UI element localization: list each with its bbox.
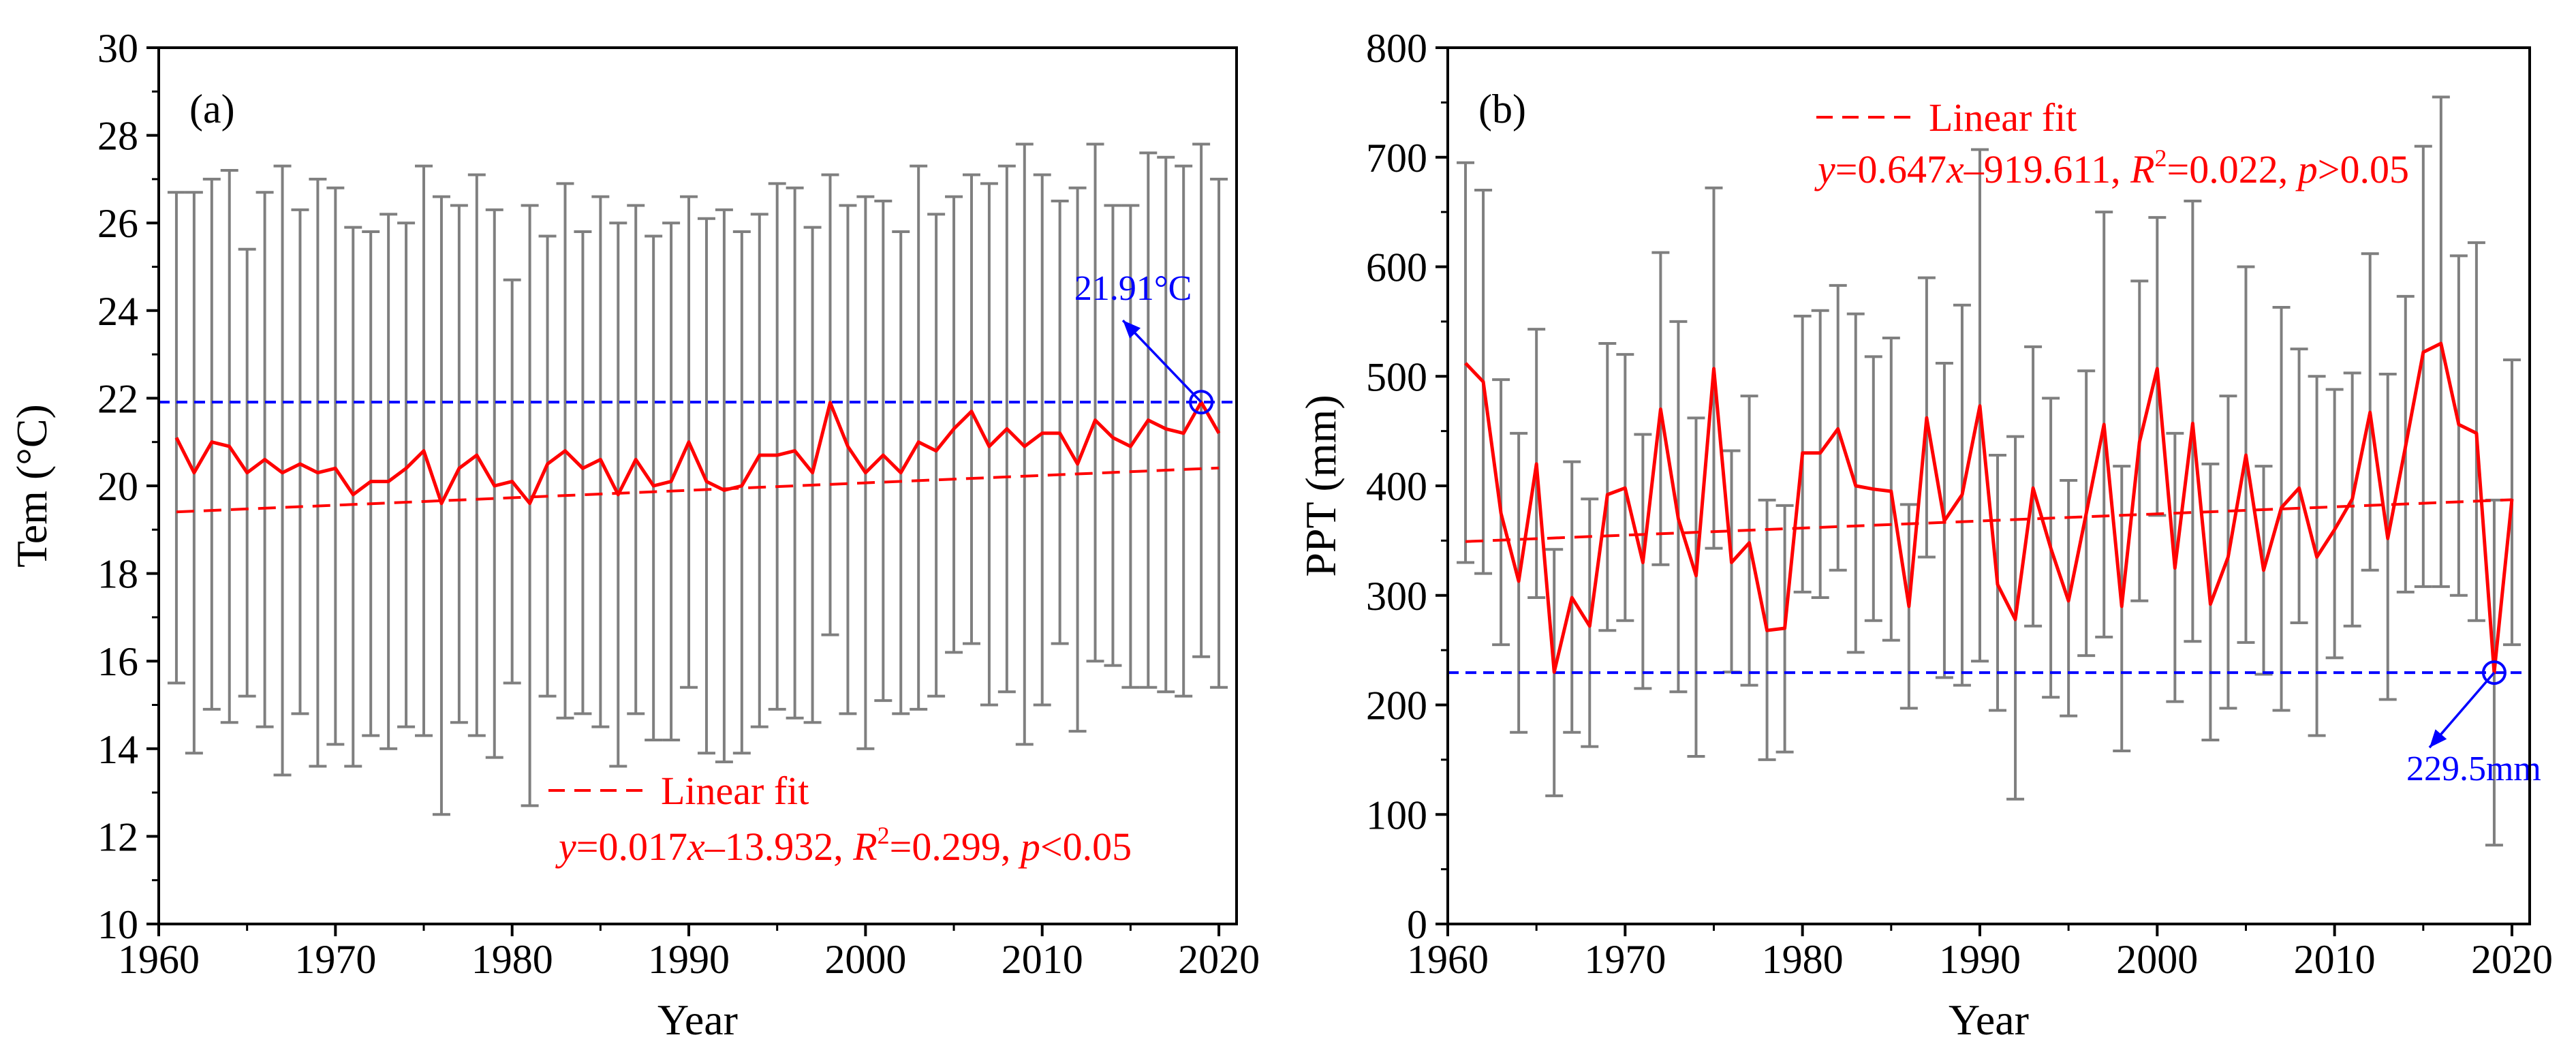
panel-label: (b) [1478, 87, 1526, 132]
x-tick-label: 1960 [118, 937, 200, 982]
y-tick-label: 24 [97, 289, 138, 334]
y-axis-title: Tem (°C) [7, 404, 56, 568]
x-tick-label: 2020 [2471, 937, 2553, 982]
y-tick-label: 14 [97, 727, 138, 772]
fit-equation: y=0.017x–13.932, R2=0.299, p<0.05 [555, 822, 1132, 869]
x-tick-label: 1970 [1584, 937, 1666, 982]
x-tick-label: 1990 [1939, 937, 2021, 982]
linear-fit-line [176, 466, 1220, 514]
reference-marker [2481, 660, 2507, 685]
fit-equation-part: =0.299, [890, 825, 1021, 869]
y-tick-label: 300 [1366, 574, 1427, 619]
y-tick-label: 22 [97, 376, 138, 421]
x-axis: 1960 1970 1980 1990 2000 2010 2020 Year [1407, 924, 2553, 1044]
legend-fit-label: Linear fit [1929, 95, 2077, 140]
data-series-line [174, 400, 1221, 506]
y-tick-label: 0 [1407, 902, 1427, 947]
fit-equation-part: x [1946, 147, 1964, 191]
x-axis: 1960 1970 1980 1990 2000 2010 2020 Year [118, 924, 1260, 1044]
reference-label: 21.91°C [1074, 269, 1192, 308]
fit-equation-part: R [852, 825, 877, 869]
reference-arrow-head [1123, 320, 1141, 339]
y-tick-label: 700 [1366, 136, 1427, 181]
y-tick-label: 500 [1366, 354, 1427, 399]
x-axis-title: Year [1949, 996, 2029, 1044]
y-tick-label: 20 [97, 464, 138, 509]
x-tick-label: 2020 [1178, 937, 1260, 982]
fit-equation-part: =0.022, [2167, 147, 2298, 191]
fit-equation-part: p [2295, 147, 2318, 191]
x-tick-label: 1980 [1762, 937, 1844, 982]
fit-equation-part: <0.05 [1040, 825, 1132, 869]
fit-equation-part: –13.932, [704, 825, 854, 869]
reference-arrow-shaft [1121, 319, 1202, 403]
fit-equation-part: R [2130, 147, 2154, 191]
fit-equation-part: 2 [2155, 144, 2167, 172]
y-tick-label: 16 [97, 639, 138, 684]
y-tick-label: 12 [97, 814, 138, 859]
y-tick-label: 18 [97, 552, 138, 597]
y-tick-label: 600 [1366, 245, 1427, 290]
y-tick-label: 10 [97, 902, 138, 947]
fit-equation-part: –919.611, [1964, 147, 2130, 191]
error-bars [1457, 95, 2521, 847]
data-series-line [1464, 341, 2514, 675]
y-tick-label: 400 [1366, 464, 1427, 509]
fit-equation-part: =0.017 [576, 825, 687, 869]
x-axis-title: Year [657, 996, 738, 1044]
fit-equation-part: =0.647 [1835, 147, 1946, 191]
x-tick-label: 1990 [648, 937, 730, 982]
y-tick-label: 30 [97, 26, 138, 71]
y-tick-label: 100 [1366, 792, 1427, 837]
y-axis-title: PPT (mm) [1297, 395, 1345, 576]
fit-equation-part: p [1018, 825, 1040, 869]
data-points [1465, 343, 2513, 673]
data-points [176, 402, 1220, 504]
legend: Linear fit y=0.017x–13.932, R2=0.299, p<0… [548, 769, 1132, 869]
x-tick-label: 2000 [2116, 937, 2198, 982]
fit-equation: y=0.647x–919.611, R2=0.022, p>0.05 [1814, 144, 2409, 191]
linear-fit-line [1465, 498, 2513, 543]
reference-arrow-head [2429, 729, 2447, 748]
fit-equation-part: y [1814, 147, 1835, 191]
x-tick-label: 1960 [1407, 937, 1489, 982]
reference-label: 229.5mm [2406, 750, 2541, 788]
fit-equation-part: x [687, 825, 705, 869]
y-tick-label: 200 [1366, 683, 1427, 728]
x-tick-label: 2000 [824, 937, 906, 982]
y-tick-label: 800 [1366, 26, 1427, 71]
y-axis: 10 12 14 16 18 20 22 24 26 28 30 Tem (°C) [7, 26, 159, 947]
x-tick-label: 2010 [1002, 937, 1083, 982]
y-axis: 0 100 200 300 400 500 600 700 800 PPT (mm) [1297, 26, 1448, 947]
panel-label: (a) [189, 87, 235, 132]
legend-fit-label: Linear fit [661, 769, 809, 813]
reference-marker [1189, 390, 1214, 415]
error-bars [167, 142, 1228, 816]
fit-equation-part: 2 [878, 822, 890, 849]
x-tick-label: 2010 [2294, 937, 2376, 982]
x-tick-label: 1980 [471, 937, 553, 982]
y-tick-label: 28 [97, 114, 138, 159]
fit-equation-part: y [555, 825, 576, 869]
y-tick-label: 26 [97, 201, 138, 246]
fit-equation-part: >0.05 [2318, 147, 2409, 191]
x-tick-label: 1970 [294, 937, 376, 982]
